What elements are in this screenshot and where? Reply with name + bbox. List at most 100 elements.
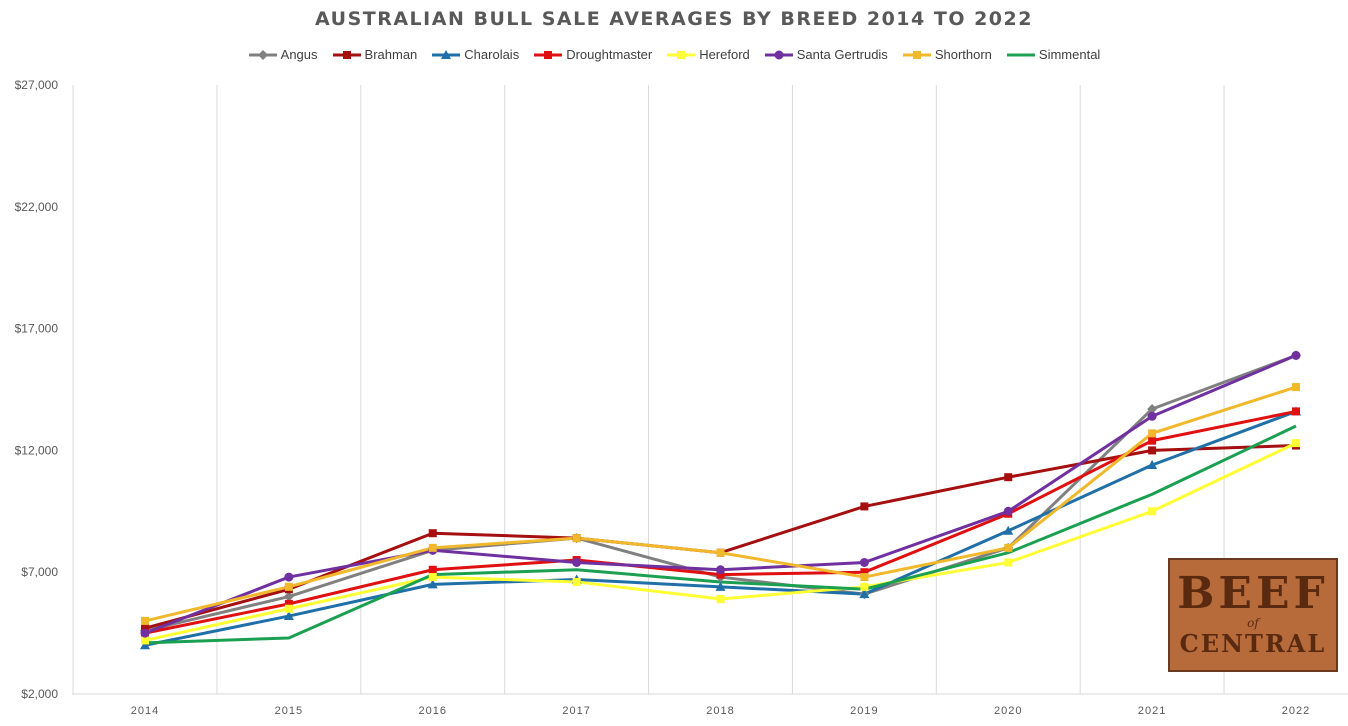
legend-swatch-marker: [774, 50, 784, 59]
data-point-charolais: [715, 581, 726, 591]
legend-label: Simmental: [1038, 47, 1101, 62]
legend-swatch-marker: [677, 50, 686, 59]
chart-legend: Angus Brahman Charolais Droughtmaster Herefo…: [0, 47, 1348, 62]
data-point-droughtmaster: [428, 565, 437, 574]
data-point-droughtmaster: [716, 570, 725, 579]
legend-swatch-marker: [342, 50, 351, 59]
y-tick-label: $27,000: [15, 78, 59, 92]
data-point-hereford: [284, 604, 293, 613]
legend-item-brahman: Brahman: [332, 47, 418, 62]
data-point-charolais: [140, 640, 150, 650]
data-point-brahman: [1004, 473, 1013, 482]
data-point-shorthorn: [860, 573, 869, 582]
data-point-shorthorn: [141, 616, 149, 625]
data-point-hereford: [716, 594, 725, 603]
data-point-shorthorn: [1292, 383, 1300, 392]
data-point-charolais: [1003, 525, 1014, 535]
legend-label: Shorthorn: [934, 47, 992, 62]
legend-item-shorthorn: Shorthorn: [902, 47, 992, 62]
legend-swatch-brahman: [332, 50, 361, 59]
legend-item-charolais: Charolais: [431, 47, 519, 62]
y-tick-label: $12,000: [15, 443, 59, 457]
data-point-hereford: [860, 582, 869, 591]
data-point-droughtmaster: [1292, 407, 1300, 416]
x-tick-label: 2019: [850, 705, 878, 717]
data-point-hereford: [141, 636, 149, 645]
data-point-droughtmaster: [284, 599, 293, 608]
data-point-shorthorn: [572, 534, 581, 543]
legend-swatch-shorthorn: [902, 50, 931, 59]
legend-item-droughtmaster: Droughtmaster: [533, 47, 652, 62]
data-point-santa-gertrudis: [716, 565, 725, 575]
legend-label: Brahman: [364, 47, 418, 62]
x-axis: 2014 2015 2016 2017 2018 2019 2020 2021 2022: [131, 705, 1310, 717]
legend-swatch-angus: [248, 49, 277, 60]
legend-swatch-santa-gertrudis: [764, 50, 793, 59]
x-tick-label: 2017: [562, 705, 590, 717]
data-point-droughtmaster: [860, 568, 869, 577]
legend-swatch-marker: [441, 49, 452, 59]
x-tick-label: 2018: [706, 705, 734, 717]
data-point-hereford: [1004, 558, 1013, 567]
series-line-charolais: [144, 410, 1297, 647]
data-point-droughtmaster: [1148, 436, 1157, 445]
legend-swatch-marker: [544, 50, 553, 59]
data-point-shorthorn: [1148, 429, 1157, 438]
data-point-santa-gertrudis: [1147, 411, 1157, 421]
beef-central-logo: BEEF of CENTRAL: [1168, 558, 1338, 672]
data-point-santa-gertrudis: [284, 572, 294, 582]
legend-swatch-marker: [912, 50, 921, 59]
x-tick-label: 2015: [275, 705, 303, 717]
data-point-brahman: [428, 529, 437, 538]
legend-label: Droughtmaster: [566, 47, 653, 62]
legend-swatch-marker: [257, 49, 268, 60]
legend-label: Angus: [280, 47, 318, 62]
data-point-santa-gertrudis: [1291, 350, 1301, 360]
legend-swatch-simmental: [1006, 53, 1035, 56]
data-point-charolais: [427, 579, 438, 589]
series-line-santa-gertrudis: [144, 354, 1297, 635]
x-tick-label: 2022: [1282, 705, 1310, 717]
series-markers: [140, 350, 1301, 650]
data-point-brahman: [860, 502, 869, 511]
legend-item-santa-gertrudis: Santa Gertrudis: [764, 47, 888, 62]
data-point-angus: [1147, 403, 1158, 414]
legend-swatch-droughtmaster: [534, 50, 563, 59]
x-tick-label: 2014: [131, 705, 159, 717]
y-tick-label: $2,000: [21, 687, 58, 701]
legend-item-angus: Angus: [248, 47, 318, 62]
data-point-charolais: [859, 589, 870, 599]
data-point-hereford: [428, 573, 437, 582]
logo-text-top: BEEF: [1177, 568, 1329, 619]
y-tick-label: $17,000: [15, 322, 59, 336]
data-point-hereford: [1292, 439, 1300, 448]
data-point-brahman: [1148, 446, 1157, 455]
data-point-hereford: [572, 577, 581, 586]
data-point-shorthorn: [716, 548, 725, 557]
data-point-santa-gertrudis: [140, 628, 150, 638]
y-tick-label: $7,000: [21, 565, 58, 579]
grid-lines: [72, 85, 1348, 695]
legend-label: Santa Gertrudis: [796, 47, 888, 62]
legend-item-simmental: Simmental: [1006, 47, 1100, 62]
data-point-santa-gertrudis: [859, 557, 869, 567]
data-point-santa-gertrudis: [1003, 506, 1013, 516]
logo-text-middle: of: [1247, 616, 1259, 630]
legend-swatch-hereford: [667, 50, 696, 59]
data-point-charolais: [1147, 460, 1158, 470]
data-point-santa-gertrudis: [572, 557, 582, 567]
legend-label: Charolais: [464, 47, 520, 62]
data-point-charolais: [283, 611, 294, 621]
data-point-shorthorn: [1004, 543, 1013, 552]
chart-title: AUSTRALIAN BULL SALE AVERAGES BY BREED 2…: [315, 8, 1033, 30]
data-point-angus: [283, 591, 294, 602]
data-point-shorthorn: [428, 543, 437, 552]
legend-item-hereford: Hereford: [666, 47, 750, 62]
y-axis: $2,000 $7,000 $12,000 $17,000 $22,000 $27,000: [15, 78, 59, 701]
x-tick-label: 2020: [994, 705, 1022, 717]
y-tick-label: $22,000: [15, 200, 59, 214]
legend-label: Hereford: [699, 47, 750, 62]
x-tick-label: 2016: [419, 705, 447, 717]
data-point-brahman: [141, 624, 149, 633]
